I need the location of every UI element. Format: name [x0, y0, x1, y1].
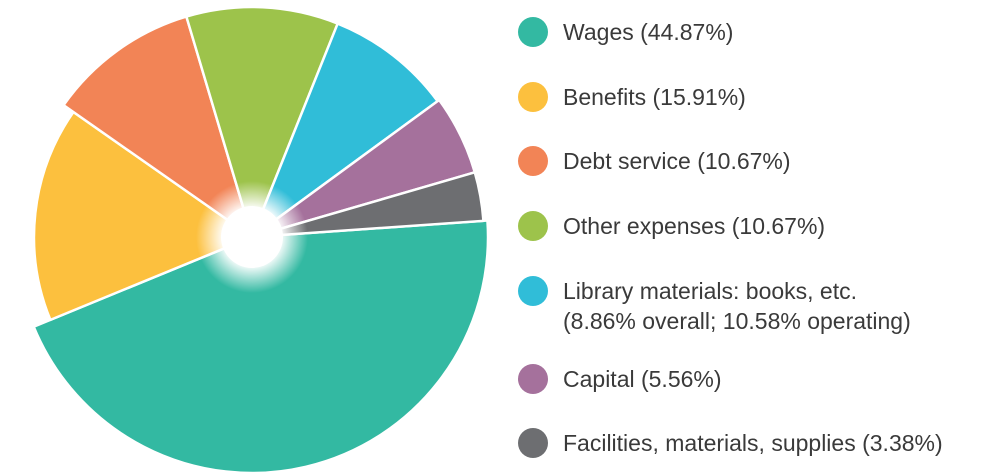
- pie-slice-other-expenses: [185, 5, 339, 239]
- legend-label-capital: Capital (5.56%): [563, 366, 722, 392]
- legend-label-facilities: Facilities, materials, supplies (3.38%): [563, 430, 943, 456]
- pie-slice-benefits: [32, 110, 254, 322]
- legend-swatch-wages: [518, 17, 548, 47]
- pie-chart: [32, 5, 490, 475]
- pie-slice-wages: [32, 219, 490, 475]
- pie-slice-debt-service: [62, 15, 254, 239]
- legend-label-wages: Wages (44.87%): [563, 19, 734, 45]
- legend-swatch-library-materials: [518, 276, 548, 306]
- pie-slice-facilities: [250, 171, 485, 239]
- pie-slice-library-materials: [250, 22, 439, 239]
- legend-label-library-materials: Library materials: books, etc. (8.86% ov…: [563, 278, 911, 334]
- legend-label-benefits: Benefits (15.91%): [563, 84, 746, 110]
- chart-legend: Wages (44.87%) Benefits (15.91%) Debt se…: [518, 0, 998, 475]
- legend-swatch-debt-service: [518, 146, 548, 176]
- legend-label-other-expenses: Other expenses (10.67%): [563, 213, 826, 239]
- center-hole: [221, 206, 283, 268]
- legend-swatch-other-expenses: [518, 211, 548, 241]
- legend-swatch-benefits: [518, 82, 548, 112]
- legend-swatch-capital: [518, 364, 548, 394]
- legend-swatch-facilities: [518, 428, 548, 458]
- legend-label-debt-service: Debt service (10.67%): [563, 148, 791, 174]
